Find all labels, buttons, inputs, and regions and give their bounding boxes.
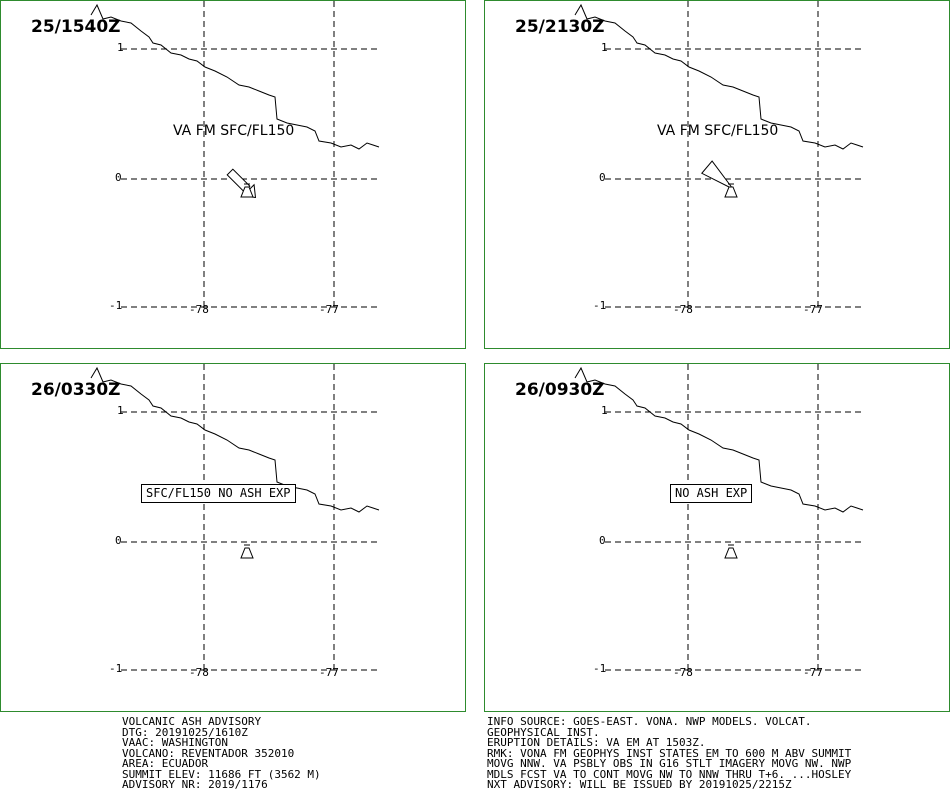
panel-time: 25/2130Z: [515, 17, 605, 37]
advisory-line: MOVG NNW. VA PSBLY OBS IN G16 STLT IMAGE…: [487, 757, 852, 770]
lat-label-minus1: -1: [593, 299, 607, 312]
coastline: [90, 3, 380, 150]
advisory-line: NXT ADVISORY: WILL BE ISSUED BY 20191025…: [487, 778, 792, 791]
lat-label-0: 0: [599, 534, 606, 547]
lat-label-1: 1: [117, 404, 124, 417]
lon-label-78: -78: [673, 666, 693, 679]
advisory-line: MDLS FCST VA TO CONT MOVG NW TO NNW THRU…: [487, 767, 852, 781]
lat-label-1: 1: [117, 41, 124, 54]
panel-time: 25/1540Z: [31, 17, 121, 37]
lat-label-0: 0: [115, 171, 122, 184]
advisory-header-left: VOLCANIC ASH ADVISORY DTG: 20191025/1610…: [122, 715, 321, 791]
map-canvas: [90, 364, 380, 671]
lon-label-78: -78: [189, 303, 209, 316]
panel-time: 26/0930Z: [515, 380, 605, 400]
advisory-line: ADVISORY NR: 2019/1176: [122, 778, 268, 791]
advisory-line: AREA: ECUADOR: [122, 757, 209, 770]
map-canvas: [574, 1, 864, 308]
volcano-icon: [724, 544, 738, 559]
advisory-line: SUMMIT ELEV: 11686 FT (3562 M): [122, 767, 321, 781]
ash-label: VA FM SFC/FL150: [173, 123, 295, 139]
ash-cone: [701, 160, 734, 190]
advisory-line: DTG: 20191025/1610Z: [122, 725, 248, 739]
forecast-box: SFC/FL150 NO ASH EXP: [141, 484, 296, 503]
panel-time: 26/0330Z: [31, 380, 121, 400]
lat-label-minus1: -1: [109, 662, 123, 675]
lat-label-minus1: -1: [593, 662, 607, 675]
volcano-icon: [724, 183, 738, 198]
lat-label-1: 1: [601, 41, 608, 54]
advisory-line: VOLCANIC ASH ADVISORY: [122, 715, 262, 728]
map-canvas: [574, 364, 864, 671]
advisory-line: GEOPHYSICAL INST.: [487, 725, 600, 739]
lon-label-78: -78: [673, 303, 693, 316]
lat-label-1: 1: [601, 404, 608, 417]
coastline: [574, 3, 864, 150]
lon-label-77: -77: [319, 303, 339, 316]
lat-label-minus1: -1: [109, 299, 123, 312]
coastline: [574, 366, 864, 513]
volcano-icon: [240, 544, 254, 559]
lon-label-77: -77: [803, 666, 823, 679]
map-panel-1: 25/1540Z VA FM SFC/FL150 1 0 -1 -78 -77: [0, 0, 466, 349]
map-panel-2: 25/2130Z VA FM SFC/FL150 1 0 -1 -78 -77: [484, 0, 950, 349]
ash-label: VA FM SFC/FL150: [657, 123, 779, 139]
advisory-details-right: INFO SOURCE: GOES-EAST. VONA. NWP MODELS…: [487, 715, 852, 791]
coastline: [90, 366, 380, 513]
advisory-line: VOLCANO: REVENTADOR 352010: [122, 746, 295, 760]
volcano-icon: [240, 183, 254, 198]
advisory-line: ERUPTION DETAILS: VA EM AT 1503Z.: [487, 736, 706, 749]
advisory-line: RMK: VONA FM GEOPHYS INST STATES EM TO 6…: [487, 746, 852, 760]
advisory-line: INFO SOURCE: GOES-EAST. VONA. NWP MODELS…: [487, 715, 812, 728]
lon-label-77: -77: [803, 303, 823, 316]
advisory-line: VAAC: WASHINGTON: [122, 736, 228, 749]
forecast-box: NO ASH EXP: [670, 484, 753, 503]
map-canvas: [90, 1, 380, 308]
lat-label-0: 0: [115, 534, 122, 547]
lat-label-0: 0: [599, 171, 606, 184]
lon-label-78: -78: [189, 666, 209, 679]
map-panel-4: 26/0930Z NO ASH EXP 1 0 -1 -78 -77: [484, 363, 950, 712]
ash-arrow: [226, 168, 257, 199]
map-panel-3: 26/0330Z SFC/FL150 NO ASH EXP 1 0 -1 -78…: [0, 363, 466, 712]
lon-label-77: -77: [319, 666, 339, 679]
